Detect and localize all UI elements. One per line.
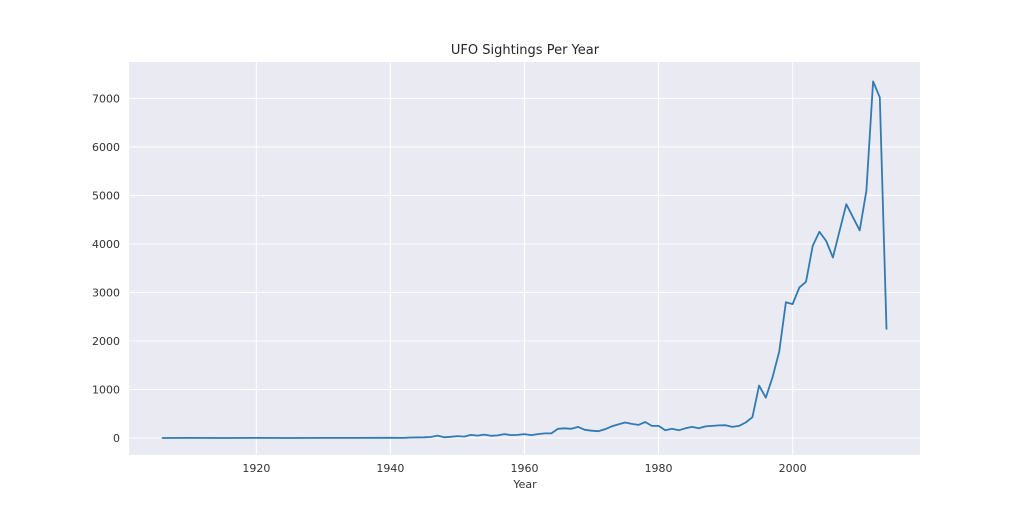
x-tick-label: 1920 [242,462,270,475]
gridlines [129,62,920,455]
y-axis: 0 1000 2000 3000 4000 5000 6000 7000 [92,92,120,445]
x-axis-title: Year [512,478,537,491]
y-tick-label: 5000 [92,189,120,202]
series-line-sightings [161,80,888,439]
y-tick-label: 3000 [92,286,120,299]
x-tick-label: 2000 [779,462,807,475]
x-axis: 1920 1940 1960 1980 2000 [242,462,806,475]
y-tick-label: 1000 [92,384,120,397]
y-tick-label: 7000 [92,92,120,105]
series-layer [161,80,888,439]
x-tick-label: 1960 [511,462,539,475]
chart-title: UFO Sightings Per Year [451,43,600,58]
y-tick-label: 0 [113,432,120,445]
y-tick-label: 6000 [92,141,120,154]
y-tick-label: 2000 [92,335,120,348]
y-tick-label: 4000 [92,238,120,251]
x-tick-label: 1940 [376,462,404,475]
x-tick-label: 1980 [645,462,673,475]
